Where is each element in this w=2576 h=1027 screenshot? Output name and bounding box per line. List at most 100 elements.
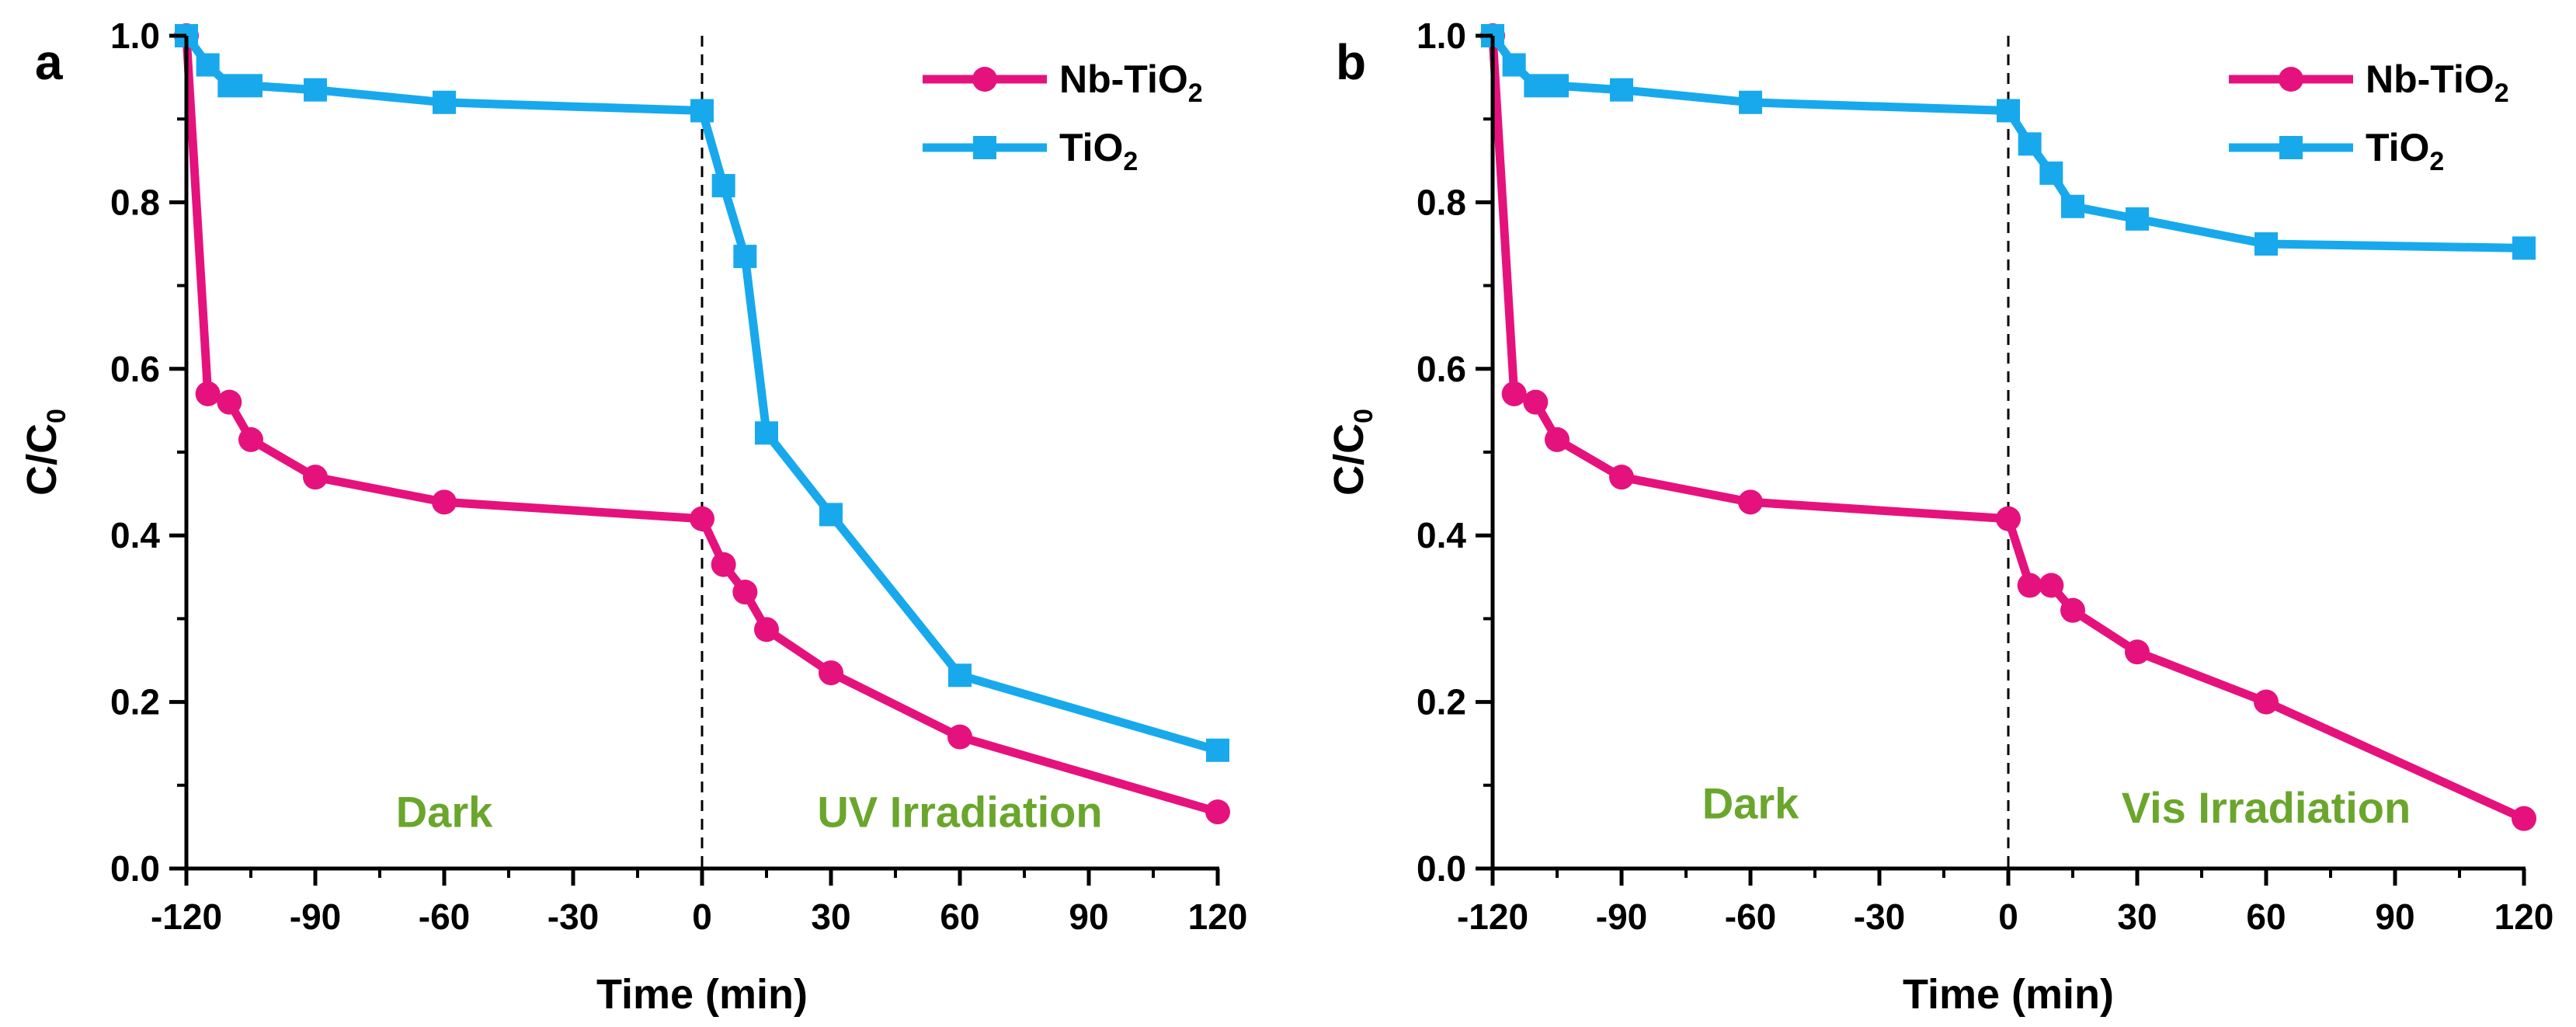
- series-nb-tio2: [174, 23, 1230, 825]
- y-tick-label: 0.6: [1417, 349, 1466, 389]
- data-point: [2061, 194, 2084, 218]
- x-tick-label: 30: [811, 896, 850, 937]
- y-tick-label: 0.8: [110, 182, 160, 222]
- legend-marker: [2279, 136, 2303, 159]
- x-tick-label: 120: [1188, 896, 1248, 937]
- data-point: [1524, 74, 1548, 98]
- data-point: [947, 724, 972, 750]
- data-point: [1501, 381, 1527, 406]
- data-point: [690, 506, 714, 531]
- data-point: [1206, 738, 1229, 762]
- legend-label: TiO2: [2366, 126, 2444, 176]
- data-point: [196, 53, 220, 77]
- data-point: [2060, 597, 2085, 623]
- data-point: [304, 78, 327, 102]
- region-label: UV Irradiation: [817, 787, 1102, 836]
- data-point: [1502, 53, 1526, 77]
- y-tick-label: 0.0: [1417, 848, 1466, 889]
- data-point: [754, 617, 779, 642]
- data-point: [2039, 573, 2064, 598]
- data-point: [303, 465, 328, 490]
- data-point: [711, 173, 735, 197]
- panel-letter: b: [1336, 34, 1366, 90]
- x-tick-label: -60: [1725, 896, 1776, 937]
- data-point: [1996, 506, 2021, 531]
- data-point: [733, 245, 757, 269]
- x-tick-label: 0: [1998, 896, 2018, 937]
- data-point: [819, 503, 843, 527]
- data-point: [217, 389, 242, 415]
- y-tick-label: 1.0: [1417, 16, 1466, 56]
- x-tick-label: -90: [290, 896, 341, 937]
- data-point: [195, 381, 221, 406]
- data-point: [217, 74, 242, 98]
- data-point: [819, 660, 843, 686]
- data-point: [433, 90, 456, 114]
- data-point: [2512, 806, 2536, 831]
- legend: Nb-TiO2 TiO2: [923, 57, 1203, 176]
- x-tick-label: -120: [1457, 896, 1528, 937]
- data-point: [2018, 132, 2042, 156]
- data-point: [948, 663, 972, 688]
- data-point: [1545, 74, 1569, 98]
- data-point: [238, 426, 263, 452]
- series-nb-tio2: [1480, 23, 2536, 831]
- legend-label: Nb-TiO2: [1059, 57, 1203, 108]
- data-point: [755, 421, 778, 445]
- data-point: [1739, 90, 1762, 114]
- x-tick-label: -120: [151, 896, 222, 937]
- legend: Nb-TiO2 TiO2: [2229, 57, 2509, 176]
- y-tick-label: 0.2: [110, 682, 160, 722]
- panel-a: a -120 -90 -60 -30 0 30 60 90 120 0.0 0.2 0.4 0.6 0.8 1…: [19, 16, 1247, 1018]
- y-axis-title: C/C0: [19, 409, 71, 496]
- data-point: [1523, 389, 1549, 415]
- x-tick-label: -30: [1854, 896, 1905, 937]
- data-point: [2254, 689, 2279, 715]
- data-point: [1545, 426, 1570, 452]
- panel-b: b -120 -90 -60 -30 0 30 60 90 120 0.0 0.2 0.4 0.6 0.8 1…: [1326, 16, 2553, 1018]
- legend-label: Nb-TiO2: [2366, 57, 2509, 108]
- x-tick-label: -60: [419, 896, 470, 937]
- y-tick-label: 0.6: [110, 349, 160, 389]
- data-point: [2512, 236, 2536, 260]
- x-tick-label: -30: [548, 896, 599, 937]
- x-axis-title: Time (min): [1903, 971, 2114, 1018]
- series-tio2: [175, 24, 1229, 762]
- region-label: Dark: [396, 787, 493, 836]
- data-point: [2017, 573, 2042, 598]
- x-tick-label: 90: [2375, 896, 2414, 937]
- data-point: [2126, 207, 2149, 231]
- region-label: Dark: [1702, 779, 1799, 828]
- data-point: [1610, 78, 1633, 102]
- data-point: [1205, 799, 1230, 825]
- y-tick-label: 0.2: [1417, 682, 1466, 722]
- data-point: [690, 99, 714, 123]
- data-point: [1738, 489, 1763, 515]
- data-point: [432, 489, 457, 515]
- x-tick-label: 90: [1069, 896, 1108, 937]
- legend-label: TiO2: [1059, 126, 1138, 176]
- y-tick-label: 0.0: [110, 848, 160, 889]
- legend-marker: [973, 136, 996, 159]
- data-point: [1997, 99, 2020, 123]
- region-label: Vis Irradiation: [2122, 783, 2411, 832]
- y-tick-label: 1.0: [110, 16, 160, 56]
- series-tio2: [1481, 24, 2536, 260]
- legend-marker: [2279, 67, 2303, 92]
- legend-marker: [972, 67, 997, 92]
- x-tick-label: 60: [940, 896, 979, 937]
- x-tick-label: -90: [1596, 896, 1647, 937]
- x-tick-label: 120: [2494, 896, 2554, 937]
- y-tick-label: 0.8: [1417, 182, 1466, 222]
- data-point: [1609, 465, 1634, 490]
- data-point: [732, 580, 758, 605]
- data-point: [711, 552, 736, 577]
- x-tick-label: 30: [2117, 896, 2157, 937]
- y-tick-label: 0.4: [110, 515, 160, 555]
- data-point: [2039, 161, 2063, 185]
- panel-letter: a: [35, 34, 63, 90]
- x-tick-label: 0: [692, 896, 712, 937]
- data-point: [2254, 232, 2278, 256]
